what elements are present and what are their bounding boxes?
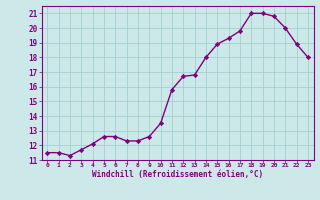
X-axis label: Windchill (Refroidissement éolien,°C): Windchill (Refroidissement éolien,°C) — [92, 170, 263, 179]
